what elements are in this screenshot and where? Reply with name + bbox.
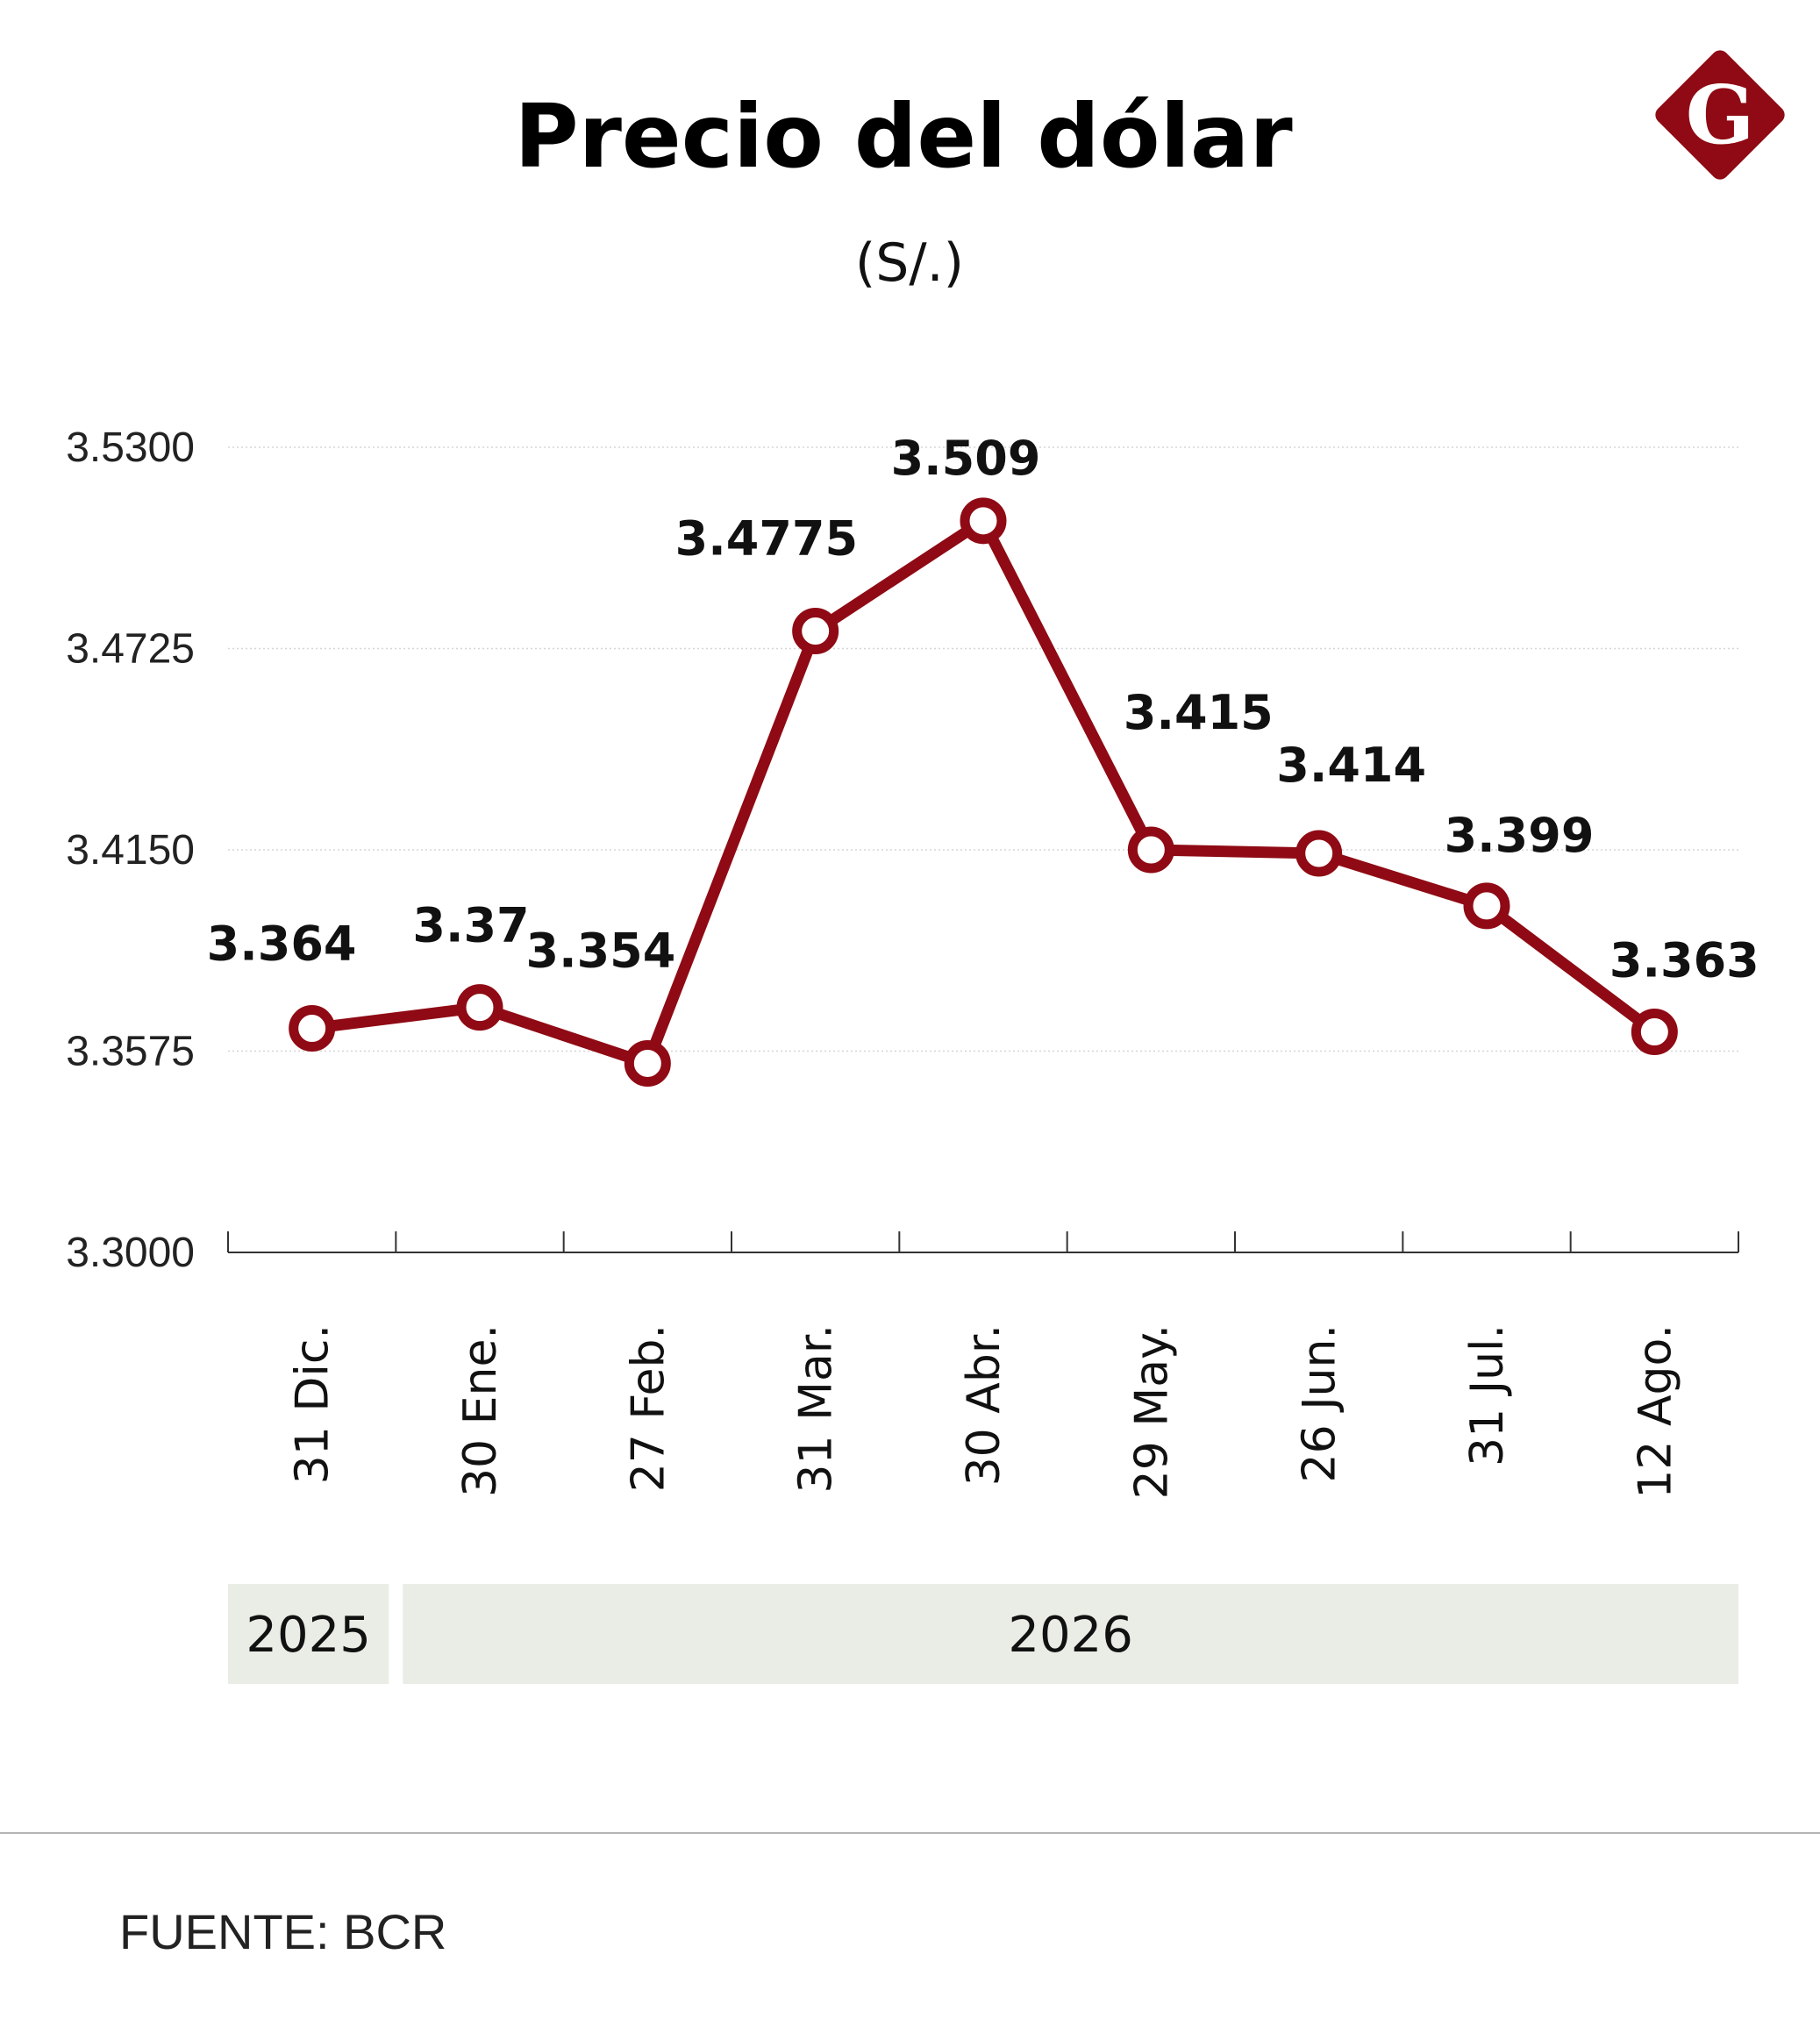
chart-title: Precio del dólar bbox=[514, 85, 1293, 188]
data-point bbox=[960, 497, 1007, 545]
y-tick-label: 3.4150 bbox=[66, 827, 195, 874]
x-tick-label: 27 Feb. bbox=[622, 1324, 674, 1492]
x-axis-ticks: 31 Dic. 30 Ene. 27 Feb. 31 Mar. 30 Abr. 29 Ma… bbox=[287, 1324, 1682, 1499]
year-band bbox=[228, 1584, 389, 1684]
x-tick-label: 31 Dic. bbox=[287, 1324, 339, 1484]
chart-subtitle: (S/.) bbox=[855, 232, 964, 294]
data-label: 3.415 bbox=[1124, 685, 1274, 740]
x-tick-label: 30 Abr. bbox=[958, 1324, 1010, 1486]
y-tick-label: 3.3000 bbox=[66, 1230, 195, 1276]
year-label: 2025 bbox=[246, 1607, 371, 1664]
year-band bbox=[403, 1584, 1738, 1684]
data-label: 3.37 bbox=[412, 898, 529, 953]
y-tick-label: 3.3575 bbox=[66, 1029, 195, 1075]
data-point bbox=[1631, 1009, 1678, 1056]
data-point bbox=[1127, 826, 1174, 874]
data-label: 3.414 bbox=[1276, 738, 1426, 793]
x-tick-label: 31 Jul. bbox=[1461, 1324, 1514, 1466]
series-path bbox=[306, 515, 1660, 1069]
data-label: 3.399 bbox=[1445, 808, 1595, 863]
gridlines bbox=[228, 446, 1738, 1052]
data-point bbox=[1463, 882, 1510, 930]
data-point bbox=[1295, 830, 1343, 877]
x-tick-label: 12 Ago. bbox=[1629, 1324, 1681, 1499]
source-note: FUENTE: BCR bbox=[119, 1904, 446, 1959]
year-label: 2026 bbox=[1008, 1607, 1133, 1664]
y-axis-ticks: 3.3000 3.3575 3.4150 3.4725 3.5300 bbox=[66, 424, 195, 1276]
data-label: 3.363 bbox=[1609, 933, 1759, 988]
data-label: 3.509 bbox=[891, 431, 1041, 486]
y-tick-label: 3.4725 bbox=[66, 626, 195, 673]
x-tick-label: 30 Ene. bbox=[454, 1324, 507, 1497]
y-tick-label: 3.5300 bbox=[66, 424, 195, 471]
data-point bbox=[792, 608, 839, 655]
x-tick-label: 26 Jun. bbox=[1294, 1324, 1346, 1482]
data-label: 3.364 bbox=[207, 917, 357, 972]
data-point bbox=[624, 1039, 671, 1087]
year-bands: 2025 2026 bbox=[228, 1584, 1738, 1684]
logo-diamond bbox=[1655, 50, 1785, 180]
data-label: 3.354 bbox=[526, 923, 676, 978]
data-point bbox=[289, 1005, 336, 1052]
data-label: 3.4775 bbox=[675, 511, 858, 567]
x-tick-label: 29 May. bbox=[1125, 1324, 1178, 1499]
logo: G bbox=[1655, 50, 1785, 180]
x-axis bbox=[227, 1231, 1739, 1253]
data-point bbox=[456, 984, 503, 1031]
logo-letter: G bbox=[1686, 68, 1755, 162]
x-tick-label: 31 Mar. bbox=[790, 1324, 843, 1494]
series-line bbox=[289, 497, 1678, 1087]
